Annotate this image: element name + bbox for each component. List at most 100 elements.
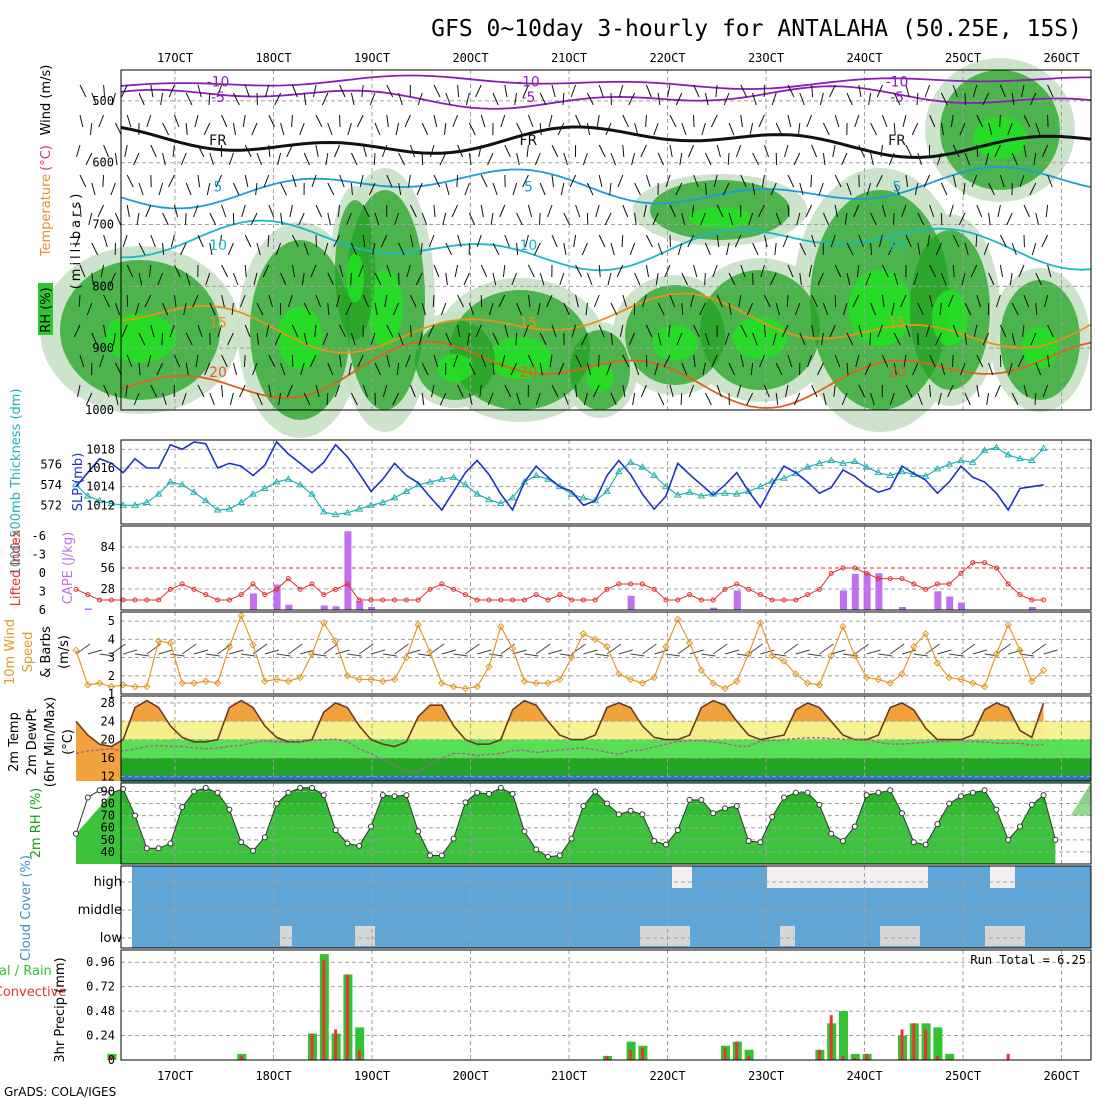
y-tick: 5 (108, 614, 115, 628)
lifted-index-point (474, 597, 480, 603)
thickness-point (225, 505, 234, 512)
wind-barb (1011, 92, 1015, 106)
wind-barb (787, 84, 795, 98)
wind-barb (370, 332, 376, 346)
rh-point (261, 834, 268, 841)
lifted-index-point (97, 597, 103, 603)
high-cloud-gap (672, 866, 692, 888)
wind-barb (864, 362, 872, 376)
wind-barb (726, 242, 730, 256)
wind-barb (876, 174, 883, 188)
total-precip-bar (850, 1053, 860, 1060)
wind-barb (669, 204, 676, 218)
wind-barb (457, 294, 465, 308)
wind-barb (268, 204, 275, 218)
wind-barb (728, 272, 736, 286)
surface-wind-barb (276, 653, 291, 657)
wind-barb (386, 174, 393, 188)
thickness-point (272, 478, 281, 485)
thickness-point (886, 471, 895, 478)
thickness-point (166, 478, 175, 485)
wind-barb (309, 354, 317, 368)
credit-label: GrADS: COLA/IGES (4, 1085, 116, 1099)
wind-barb (251, 122, 258, 136)
surface-wind-barb (241, 653, 256, 657)
wind-barb (1021, 84, 1025, 98)
wind-barb (746, 302, 754, 316)
wind-barb (111, 92, 116, 106)
convective-precip-bar (322, 960, 326, 1060)
rh-point (356, 842, 363, 849)
surface-wind-barb (689, 649, 704, 655)
wind-barb (807, 354, 813, 368)
wind-barb (832, 144, 836, 158)
wind-barb (501, 354, 506, 368)
wind-barb (439, 392, 447, 406)
surface-wind-barb (630, 653, 645, 657)
wind-barb (870, 242, 873, 256)
wind-speed-point (898, 670, 906, 678)
thickness-point (850, 457, 859, 464)
wind-barb (865, 272, 872, 286)
wind-barb (999, 264, 1004, 278)
rh-point (427, 852, 433, 859)
wind-barb (124, 144, 128, 158)
wind-barb (303, 92, 307, 106)
wind-barb (382, 384, 388, 398)
wind-barb (746, 392, 754, 406)
wind-barb (775, 122, 783, 136)
wind-barb (892, 212, 895, 226)
rh-point (722, 805, 728, 812)
rh-point (781, 794, 787, 801)
wind-barb (724, 332, 730, 346)
wind-barb (793, 392, 801, 406)
rh-point (663, 841, 669, 848)
wind-barb (616, 264, 624, 278)
wind-barb (534, 152, 541, 166)
wind-barb (628, 332, 636, 346)
wind-barb (881, 114, 888, 128)
wind-barb (569, 174, 577, 188)
isotherm-label: 10 (209, 238, 227, 254)
wind-barb (229, 392, 234, 406)
wind-barb (1022, 324, 1025, 338)
lifted-index-point (592, 597, 598, 603)
wind-barb (1035, 272, 1042, 286)
thickness-point (461, 480, 470, 488)
wind-barb (917, 242, 921, 256)
top-date-tick: 18OCT (255, 51, 291, 65)
lifted-index-tick: 0 (39, 566, 46, 580)
rh-point (132, 812, 138, 819)
surface-wind-barb (87, 649, 102, 655)
lifted-index-point (156, 597, 162, 603)
wind-barb (539, 272, 545, 286)
wind-barb (581, 242, 588, 256)
top-date-tick: 23OCT (748, 51, 784, 65)
wind-barb (358, 264, 364, 278)
wind-barb (799, 182, 804, 196)
wind-barb (645, 114, 647, 128)
wind-speed-point (969, 679, 977, 687)
wind-barb (643, 204, 647, 218)
lifted-index-point (191, 586, 197, 592)
wind-barb (964, 392, 971, 406)
wind-speed-point (272, 675, 281, 684)
wind-barb (770, 182, 777, 196)
lifted-index-point (462, 592, 468, 598)
wind-speed-point (544, 679, 552, 687)
lifted-index-point (415, 597, 421, 603)
wind-barb (704, 272, 706, 286)
bottom-date-tick: 22OCT (649, 1069, 685, 1083)
wind-barb (221, 204, 227, 218)
wind-speed-point (1039, 666, 1048, 675)
lifted-index-tick: -3 (32, 548, 46, 562)
lifted-index-point (840, 565, 846, 571)
wind-barb (79, 174, 87, 188)
wind-barb (937, 392, 942, 406)
thickness-point (697, 492, 706, 499)
rh-point (96, 787, 103, 794)
wind-barb (158, 182, 164, 196)
rh-point (155, 845, 162, 852)
wind-barb (315, 294, 322, 308)
wind-barb (475, 84, 482, 98)
